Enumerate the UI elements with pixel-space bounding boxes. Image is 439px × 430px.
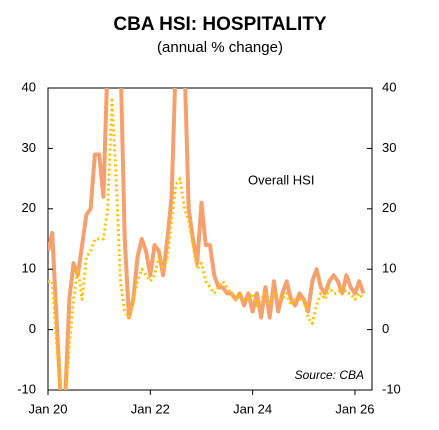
x-tick-label: Jan 20 xyxy=(28,401,67,416)
y-tick-label: 0 xyxy=(29,321,36,336)
chart-subtitle: (annual % change) xyxy=(157,39,283,56)
y2-tick-label: 10 xyxy=(382,261,396,276)
x-tick-label: Jan 26 xyxy=(335,401,374,416)
x-tick-label: Jan 24 xyxy=(233,401,272,416)
y-tick-label: -10 xyxy=(17,381,36,396)
line xyxy=(48,88,366,390)
plot-area xyxy=(48,88,366,390)
y2-tick-label: -10 xyxy=(382,381,401,396)
y-tick-label: 30 xyxy=(22,140,36,155)
chart-title: CBA HSI: HOSPITALITY xyxy=(113,14,327,35)
y2-tick-label: 30 xyxy=(382,140,396,155)
source-note: Source: CBA xyxy=(295,368,364,382)
x-tick-label: Jan 22 xyxy=(131,401,170,416)
y-tick-label: 20 xyxy=(22,200,36,215)
y-tick-label: 40 xyxy=(22,79,36,94)
plot-frame xyxy=(47,87,373,391)
y2-tick-label: 40 xyxy=(382,79,396,94)
annotation: Overall HSI xyxy=(248,172,314,187)
dotted-line xyxy=(48,98,365,390)
y2-tick-label: 20 xyxy=(382,200,396,215)
y2-tick-label: 0 xyxy=(382,321,389,336)
y-tick-label: 10 xyxy=(22,261,36,276)
